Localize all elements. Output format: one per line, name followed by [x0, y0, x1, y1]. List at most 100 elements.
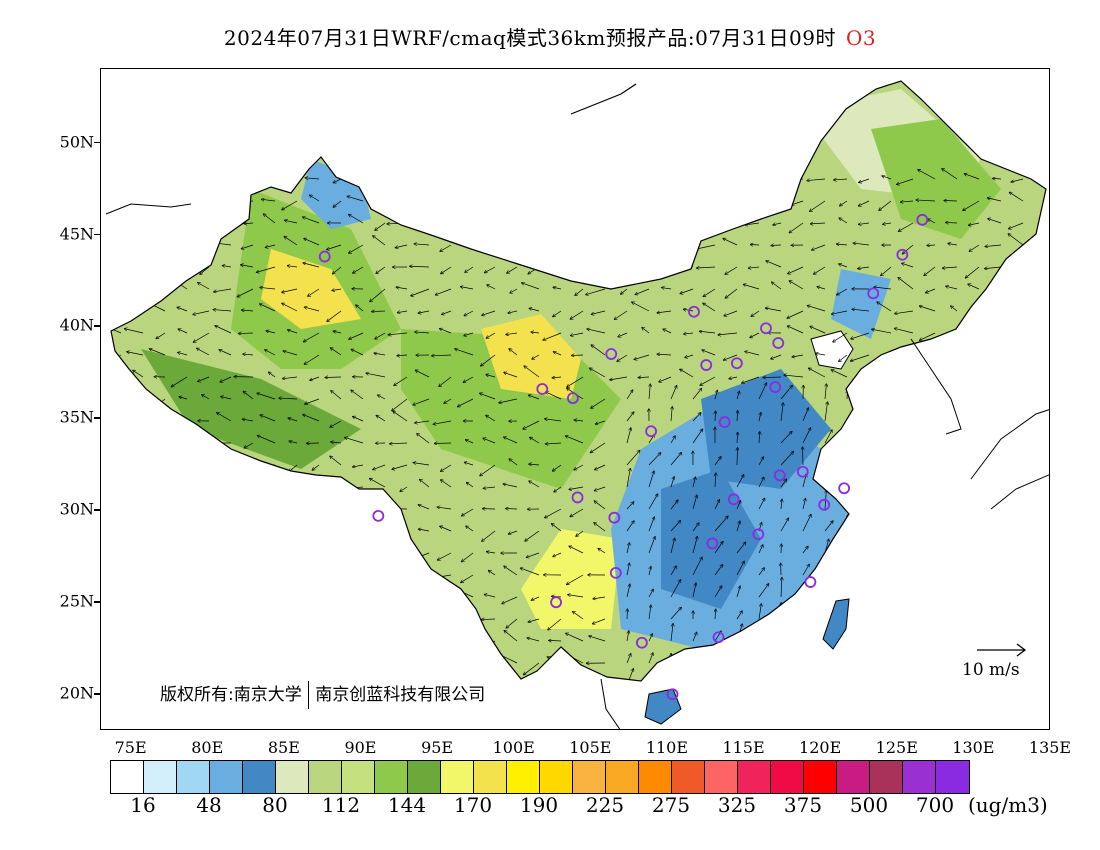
wind-arrow [670, 500, 678, 510]
wind-arrow [399, 173, 408, 180]
wind-arrow [969, 244, 980, 251]
station-marker[interactable] [727, 493, 740, 506]
station-marker[interactable] [608, 511, 621, 524]
map-canvas [105, 80, 1049, 729]
wind-arrow [463, 376, 474, 382]
station-marker[interactable] [760, 322, 772, 335]
wind-arrow [130, 571, 144, 576]
station-marker[interactable] [645, 425, 657, 438]
colorbar-swatch [309, 761, 342, 793]
station-marker[interactable] [796, 465, 809, 478]
wind-arrow [178, 244, 188, 251]
wind-arrow [1000, 581, 1004, 598]
wind-arrow [947, 332, 958, 340]
wind-arrow [525, 530, 540, 541]
wind-arrow [573, 612, 584, 620]
wind-arrow [985, 299, 1002, 312]
wind-arrow [916, 200, 936, 201]
station-marker[interactable] [666, 688, 679, 701]
wind-arrow [114, 592, 122, 598]
wind-arrow [308, 288, 320, 296]
station-marker[interactable] [896, 248, 909, 261]
station-marker[interactable] [550, 596, 562, 609]
station-marker[interactable] [372, 509, 385, 522]
station-marker[interactable] [838, 482, 851, 495]
wind-arrow [648, 537, 655, 554]
colorbar-tick-label: 275 [651, 793, 691, 817]
station-marker[interactable] [752, 528, 765, 541]
station-marker[interactable] [867, 287, 880, 300]
station-marker[interactable] [609, 566, 622, 579]
station-marker[interactable] [772, 337, 785, 349]
station-marker[interactable] [804, 576, 817, 588]
wind-arrow [504, 372, 518, 378]
wind-arrow [1015, 264, 1024, 268]
wind-arrow [333, 178, 342, 183]
wind-arrow [610, 376, 628, 380]
wind-arrow [656, 173, 672, 180]
wind-arrow [523, 420, 540, 429]
station-marker[interactable] [700, 359, 713, 371]
wind-arrow [196, 531, 210, 533]
copyright-owner: 版权所有:南京大学 [160, 685, 302, 705]
station-marker[interactable] [635, 636, 648, 649]
wind-arrow [780, 668, 790, 681]
wind-arrow [780, 479, 787, 488]
wind-arrow [758, 604, 761, 620]
wind-arrow [462, 637, 474, 642]
wind-arrow [1000, 406, 1010, 422]
wind-arrow [377, 616, 386, 620]
map-panel[interactable] [100, 68, 1050, 730]
wind-arrow [851, 332, 870, 339]
station-marker[interactable] [318, 250, 331, 263]
station-marker[interactable] [916, 213, 929, 226]
wind-arrow [414, 244, 430, 245]
station-marker[interactable] [605, 348, 618, 360]
wind-arrow [194, 640, 210, 643]
wind-arrow [285, 487, 298, 488]
wind-arrow [214, 200, 232, 212]
station-marker[interactable] [718, 416, 731, 428]
station-marker[interactable] [818, 498, 831, 511]
wind-arrow [485, 703, 495, 707]
wind-arrow [303, 217, 320, 224]
wind-arrow [725, 266, 738, 274]
wind-arrow [926, 375, 936, 377]
wind-arrow [803, 692, 808, 707]
wind-arrow [868, 390, 875, 400]
wind-arrow [979, 431, 980, 444]
station-marker[interactable] [773, 469, 786, 482]
wind-arrow [1009, 192, 1024, 202]
wind-arrow [824, 668, 827, 681]
station-marker[interactable] [567, 392, 579, 405]
wind-arrow [935, 434, 937, 444]
wind-arrow [626, 563, 629, 576]
station-marker[interactable] [730, 357, 743, 370]
wind-arrow [736, 542, 746, 554]
wind-arrow [715, 649, 717, 664]
wind-arrow [988, 326, 1002, 334]
station-marker[interactable] [706, 537, 719, 550]
station-marker[interactable] [571, 491, 584, 504]
wind-arrow [824, 645, 828, 664]
wind-arrow [765, 308, 782, 312]
wind-arrow [197, 348, 210, 356]
station-marker[interactable] [712, 631, 725, 644]
wind-arrow [1014, 332, 1024, 336]
lon-label: 85E [267, 738, 300, 757]
wind-arrow [569, 267, 584, 268]
wind-arrow [891, 694, 895, 707]
station-marker[interactable] [536, 383, 549, 395]
station-marker[interactable] [688, 305, 700, 318]
wind-arrow [304, 354, 320, 364]
wind-arrow [979, 692, 980, 707]
wind-arrow [264, 591, 276, 598]
wind-arrow [353, 266, 364, 273]
wind-arrow [839, 264, 848, 268]
wind-arrow [115, 306, 122, 312]
wind-arrow [529, 395, 540, 400]
wind-arrow [993, 178, 1002, 179]
wind-arrow [440, 176, 452, 180]
wind-arrow [1000, 612, 1005, 620]
station-marker[interactable] [769, 381, 782, 394]
